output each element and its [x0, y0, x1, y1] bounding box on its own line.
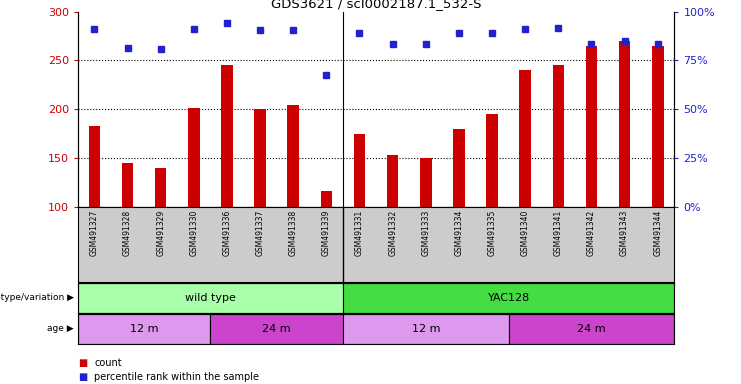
Text: GSM491332: GSM491332	[388, 210, 397, 256]
Bar	[210, 314, 343, 344]
Bar	[78, 314, 210, 344]
Text: GSM491339: GSM491339	[322, 210, 330, 256]
Bar	[321, 191, 332, 207]
Bar	[343, 283, 674, 313]
Bar	[78, 283, 343, 313]
Title: GDS3621 / scl0002187.1_532-S: GDS3621 / scl0002187.1_532-S	[270, 0, 482, 10]
Bar	[188, 108, 199, 207]
Bar	[343, 314, 508, 344]
Text: GSM491343: GSM491343	[620, 210, 629, 256]
Bar	[652, 46, 663, 207]
Text: GSM491337: GSM491337	[256, 210, 265, 256]
Text: GSM491333: GSM491333	[422, 210, 431, 256]
Bar	[353, 134, 365, 207]
Text: 24 m: 24 m	[262, 324, 291, 334]
Text: YAC128: YAC128	[488, 293, 530, 303]
Text: GSM491341: GSM491341	[554, 210, 563, 256]
Bar	[254, 109, 266, 207]
Text: percentile rank within the sample: percentile rank within the sample	[94, 372, 259, 382]
Text: GSM491334: GSM491334	[454, 210, 463, 256]
Text: GSM491328: GSM491328	[123, 210, 132, 256]
Bar	[508, 314, 674, 344]
Text: GSM491342: GSM491342	[587, 210, 596, 256]
Text: count: count	[94, 358, 122, 368]
Bar	[122, 163, 133, 207]
Text: 12 m: 12 m	[411, 324, 440, 334]
Text: GSM491327: GSM491327	[90, 210, 99, 256]
Bar	[89, 126, 100, 207]
Text: GSM491335: GSM491335	[488, 210, 496, 256]
Bar	[387, 156, 399, 207]
Bar	[453, 129, 465, 207]
Bar	[288, 104, 299, 207]
Text: GSM491344: GSM491344	[654, 210, 662, 256]
Text: ■: ■	[78, 358, 87, 368]
Bar	[486, 114, 498, 207]
Text: ■: ■	[78, 372, 87, 382]
Text: age ▶: age ▶	[47, 324, 74, 333]
Text: GSM491340: GSM491340	[521, 210, 530, 256]
Text: GSM491329: GSM491329	[156, 210, 165, 256]
Bar	[519, 70, 531, 207]
Bar	[553, 65, 564, 207]
Bar	[619, 41, 631, 207]
Bar	[221, 65, 233, 207]
Bar	[155, 168, 167, 207]
Text: 24 m: 24 m	[577, 324, 606, 334]
Text: 12 m: 12 m	[130, 324, 159, 334]
Bar	[420, 158, 431, 207]
Text: genotype/variation ▶: genotype/variation ▶	[0, 293, 74, 303]
Text: GSM491338: GSM491338	[289, 210, 298, 256]
Text: GSM491331: GSM491331	[355, 210, 364, 256]
Text: GSM491336: GSM491336	[222, 210, 231, 256]
Text: wild type: wild type	[185, 293, 236, 303]
Text: GSM491330: GSM491330	[189, 210, 199, 256]
Bar	[585, 46, 597, 207]
